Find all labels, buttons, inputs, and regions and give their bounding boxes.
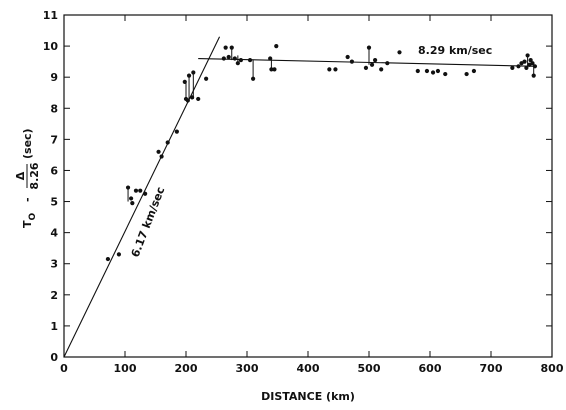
data-point [274,43,279,49]
y-tick-label: 4 [50,227,58,240]
data-point [349,59,355,64]
data-point [116,252,121,257]
fit-label-fast: 8.29 km/sec [418,44,492,57]
fit-label-slow: 6.17 km/sec [129,185,168,259]
data-point [204,76,209,81]
data-point [435,68,441,74]
y-tick-label: 7 [50,133,58,146]
data-point [185,98,190,103]
data-point [522,59,527,64]
data-point [268,56,273,61]
data-point [269,67,274,72]
data-point [373,57,378,63]
y-label-unit: (sec) [21,128,34,159]
data-point [532,64,538,69]
data-point [159,154,164,159]
data-point [333,67,338,72]
y-tick-label: 11 [43,9,58,22]
y-tick-label: 8 [50,102,58,115]
data-point [143,191,148,196]
y-tick-label: 10 [43,40,59,53]
data-point [174,129,179,134]
data-point [327,67,332,72]
data-point [415,68,420,74]
x-tick-label: 300 [236,362,259,375]
data-point [443,71,448,77]
y-tick-label: 5 [50,196,58,209]
data-point [397,50,402,55]
data-point [191,70,196,75]
data-point [138,188,143,193]
data-point [232,56,237,61]
data-point [516,64,521,69]
data-point [133,188,139,193]
data-point [238,57,243,63]
data-point [525,53,530,58]
data-point [363,65,369,70]
y-tick-label: 3 [50,258,58,271]
x-tick-label: 500 [358,362,381,375]
data-point [105,256,111,262]
data-point [531,73,536,78]
data-point [366,45,372,50]
data-point [524,65,529,70]
x-tick-label: 400 [297,362,320,375]
y-tick-label: 1 [50,320,58,333]
data-point [129,196,134,201]
y-tick-label: 0 [50,351,58,364]
data-point [510,65,515,70]
fit-lines [63,36,537,358]
y-axis-label: TO - Δ 8.26 (sec) [14,128,41,228]
data-point [379,67,384,72]
fit-line [63,36,221,358]
x-tick-label: 100 [114,362,137,375]
fit-line [198,57,537,67]
x-tick-label: 700 [480,362,503,375]
y-label-main: TO [21,212,38,228]
data-point [464,71,469,77]
data-point [196,96,201,102]
data-point [424,68,430,74]
data-point [226,54,231,60]
data-point [530,61,535,66]
data-point [182,79,187,84]
data-point [430,70,436,75]
x-tick-label: 800 [541,362,564,375]
data-point [528,57,533,63]
axis-ticks: 0 100 200 300 400 500 600 700 800 0 1 2 3 4 5 6 7 8 9 10 11 [43,9,564,375]
y-tick-label: 6 [50,164,58,177]
x-tick-label: 200 [175,362,198,375]
data-points [105,43,538,262]
x-tick-label: 600 [419,362,442,375]
y-label-frac-num: Δ [14,171,27,180]
data-point [471,68,477,74]
x-axis-label: DISTANCE (km) [261,390,355,403]
data-point [221,56,226,61]
y-label-minus: - [21,197,34,202]
data-point [235,61,240,66]
plot-frame [63,14,553,358]
data-point [223,45,228,50]
data-point [130,201,135,206]
data-point [251,76,256,81]
x-tick-label: 0 [60,362,68,375]
y-tick-label: 2 [50,289,58,302]
data-point [272,67,277,72]
data-point [156,149,161,154]
data-point [229,45,234,50]
error-bars [127,47,535,202]
data-point [165,140,170,145]
y-tick-label: 9 [50,71,58,84]
y-label-frac-den: 8.26 [28,162,41,189]
data-point [385,61,390,66]
data-point [247,57,253,63]
data-point [186,73,192,78]
data-point [345,54,350,60]
data-point [369,62,375,67]
data-point [125,185,131,190]
data-point [190,95,195,100]
